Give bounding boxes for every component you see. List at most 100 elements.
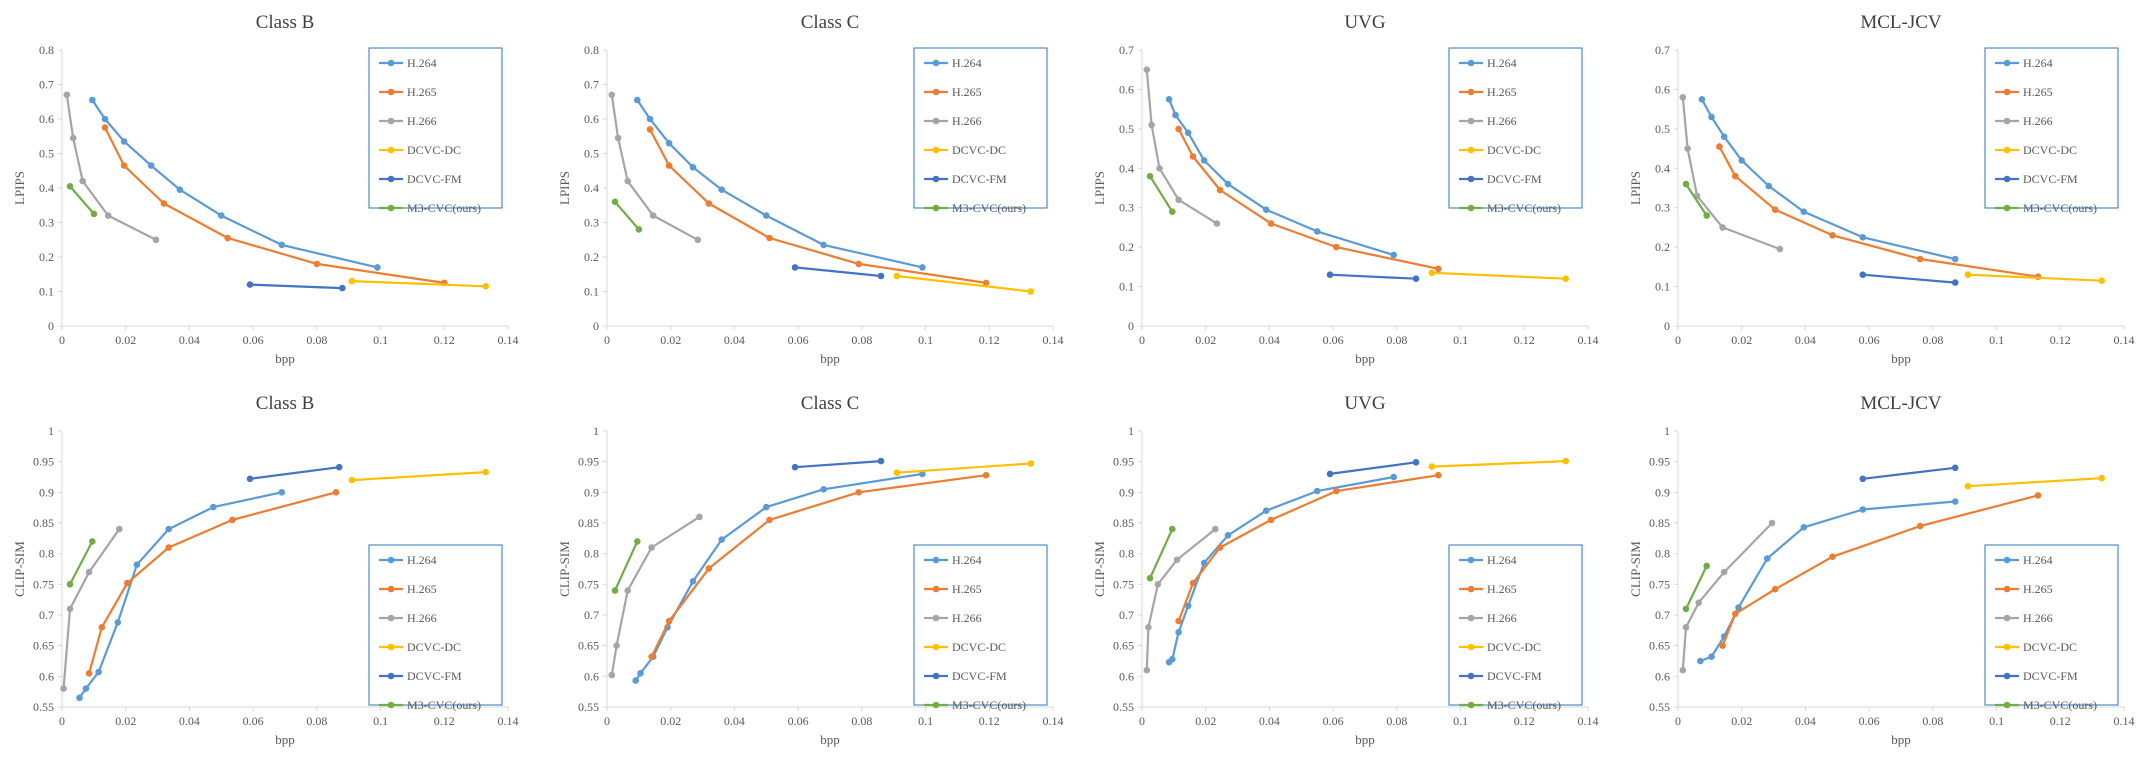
legend-swatch-marker	[387, 614, 395, 622]
legend-swatch-marker	[2003, 204, 2011, 212]
series-m3-cvc-ours-line	[1148, 527, 1174, 580]
series-h-265-point	[85, 670, 93, 677]
legend-label: H.264	[407, 56, 437, 70]
legend-swatch-marker	[1467, 59, 1475, 67]
series-h-264-point	[718, 186, 725, 193]
y-tick-label: 1	[1664, 424, 1670, 438]
series-h-266-line	[65, 93, 158, 241]
legend-item: M3-CVC(ours)	[924, 698, 1026, 712]
legend-swatch-marker	[1467, 117, 1475, 125]
series-h-264-point	[278, 241, 286, 249]
y-tick-label: 0.4	[1655, 161, 1670, 175]
y-tick-label: 0.9	[1119, 485, 1134, 499]
series-h-264-point	[1262, 206, 1270, 213]
series-h-264-point	[646, 115, 654, 123]
legend-item: M3-CVC(ours)	[379, 201, 481, 215]
series-h-265-point	[1771, 585, 1779, 593]
x-axis-label: bpp	[1891, 351, 1911, 366]
y-tick-label: 0	[1128, 319, 1134, 333]
legend-label: M3-CVC(ours)	[952, 201, 1026, 215]
y-tick-label: 0.7	[1119, 43, 1134, 57]
series-dcvc-fm-point	[335, 463, 343, 471]
x-tick-label: 0.14	[498, 333, 519, 347]
legend-label: H.265	[407, 582, 437, 596]
series-h-264-point	[820, 486, 827, 493]
series-h-264-point	[919, 470, 926, 478]
x-tick-label: 0.12	[979, 714, 1000, 728]
legend-swatch-marker	[387, 701, 395, 709]
series-dcvc-fm-point	[246, 281, 254, 288]
series-h-265-point	[855, 489, 862, 496]
legend-swatch-marker	[1467, 88, 1475, 96]
legend-item: H.266	[1995, 114, 2053, 128]
plot-area	[1679, 94, 2105, 286]
series-h-264-point	[1390, 473, 1397, 481]
x-tick-label: 0.04	[179, 333, 200, 347]
series-h-266-point	[69, 134, 77, 142]
legend-label: DCVC-FM	[952, 172, 1007, 186]
legend-item: H.266	[379, 611, 437, 625]
series-m3-cvc-ours-point	[1682, 605, 1690, 613]
legend-item: H.265	[379, 85, 437, 99]
series-dcvc-dc-point	[1562, 457, 1569, 465]
series-dcvc-fm-point	[791, 463, 799, 471]
series-h-264-point	[82, 685, 90, 692]
legend-item: M3-CVC(ours)	[1995, 698, 2097, 712]
x-tick-label: 0	[1139, 714, 1145, 728]
legend-label: DCVC-FM	[2023, 172, 2078, 186]
y-tick-label: 0.3	[39, 216, 54, 230]
legend-item: M3-CVC(ours)	[1459, 698, 1561, 712]
legend-label: DCVC-DC	[952, 143, 1006, 157]
legend-item: DCVC-DC	[379, 640, 461, 654]
series-h-264-line	[636, 98, 924, 269]
legend-item: M3-CVC(ours)	[1459, 201, 1561, 215]
legend-swatch-marker	[387, 175, 395, 183]
legend: H.264 H.265 H.266 DCVC-DC DCVC-FM M3-CVC(ours…	[368, 47, 503, 215]
series-m3-cvc-ours-point	[1169, 525, 1176, 533]
series-h-264-point	[1224, 180, 1232, 188]
x-tick-label: 0.02	[1731, 714, 1752, 728]
x-tick-label: 0.04	[1795, 333, 1816, 347]
series-dcvc-dc-point	[1428, 269, 1436, 277]
y-tick-label: 0.8	[1119, 547, 1134, 561]
y-tick-label: 0.75	[578, 577, 599, 591]
y-tick-label: 0.85	[578, 516, 599, 530]
series-h-265-line	[1721, 494, 2040, 647]
series-h-265-point	[982, 471, 990, 479]
y-axis-label: CLIP-SIM	[1628, 541, 1643, 597]
series-h-265-point	[1719, 642, 1726, 649]
x-tick-label: 0.06	[788, 714, 809, 728]
series-dcvc-fm-point	[1326, 271, 1334, 279]
series-h-264-point	[1224, 532, 1232, 539]
y-tick-label: 0.65	[33, 639, 54, 653]
legend-label: H.264	[407, 553, 437, 567]
series-m3-cvc-ours-point	[1703, 562, 1710, 570]
legend-item: M3-CVC(ours)	[379, 698, 481, 712]
series-h-265-point	[1333, 487, 1340, 495]
y-tick-label: 0.6	[39, 112, 54, 126]
x-tick-label: 0.1	[918, 714, 933, 728]
legend-swatch-marker	[932, 175, 940, 183]
y-tick-label: 0.7	[1119, 608, 1134, 622]
legend-label: DCVC-DC	[1487, 640, 1541, 654]
y-tick-label: 0.6	[39, 669, 54, 683]
series-h-265-point	[1189, 153, 1197, 160]
series-m3-cvc-ours-point	[1169, 208, 1176, 215]
legend-swatch-marker	[1467, 585, 1475, 593]
chart-title: MCL-JCV	[1860, 12, 1942, 33]
series-h-266-point	[613, 642, 620, 649]
x-tick-label: 0.08	[1386, 333, 1407, 347]
legend-item: DCVC-FM	[379, 172, 462, 186]
chart-title: UVG	[1344, 393, 1385, 414]
legend-swatch-marker	[2003, 672, 2011, 680]
x-tick-label: 0.08	[306, 714, 327, 728]
legend-item: DCVC-FM	[1459, 172, 1542, 186]
x-tick-label: 0.08	[306, 333, 327, 347]
legend-swatch-marker	[387, 672, 395, 680]
x-tick-label: 0.08	[1386, 714, 1407, 728]
series-h-264-line	[1699, 500, 1957, 663]
legend-label: H.265	[1487, 85, 1517, 99]
series-m3-cvc-ours-line	[1148, 175, 1174, 213]
series-h-264-line	[91, 98, 379, 269]
series-h-265-point	[705, 200, 713, 207]
